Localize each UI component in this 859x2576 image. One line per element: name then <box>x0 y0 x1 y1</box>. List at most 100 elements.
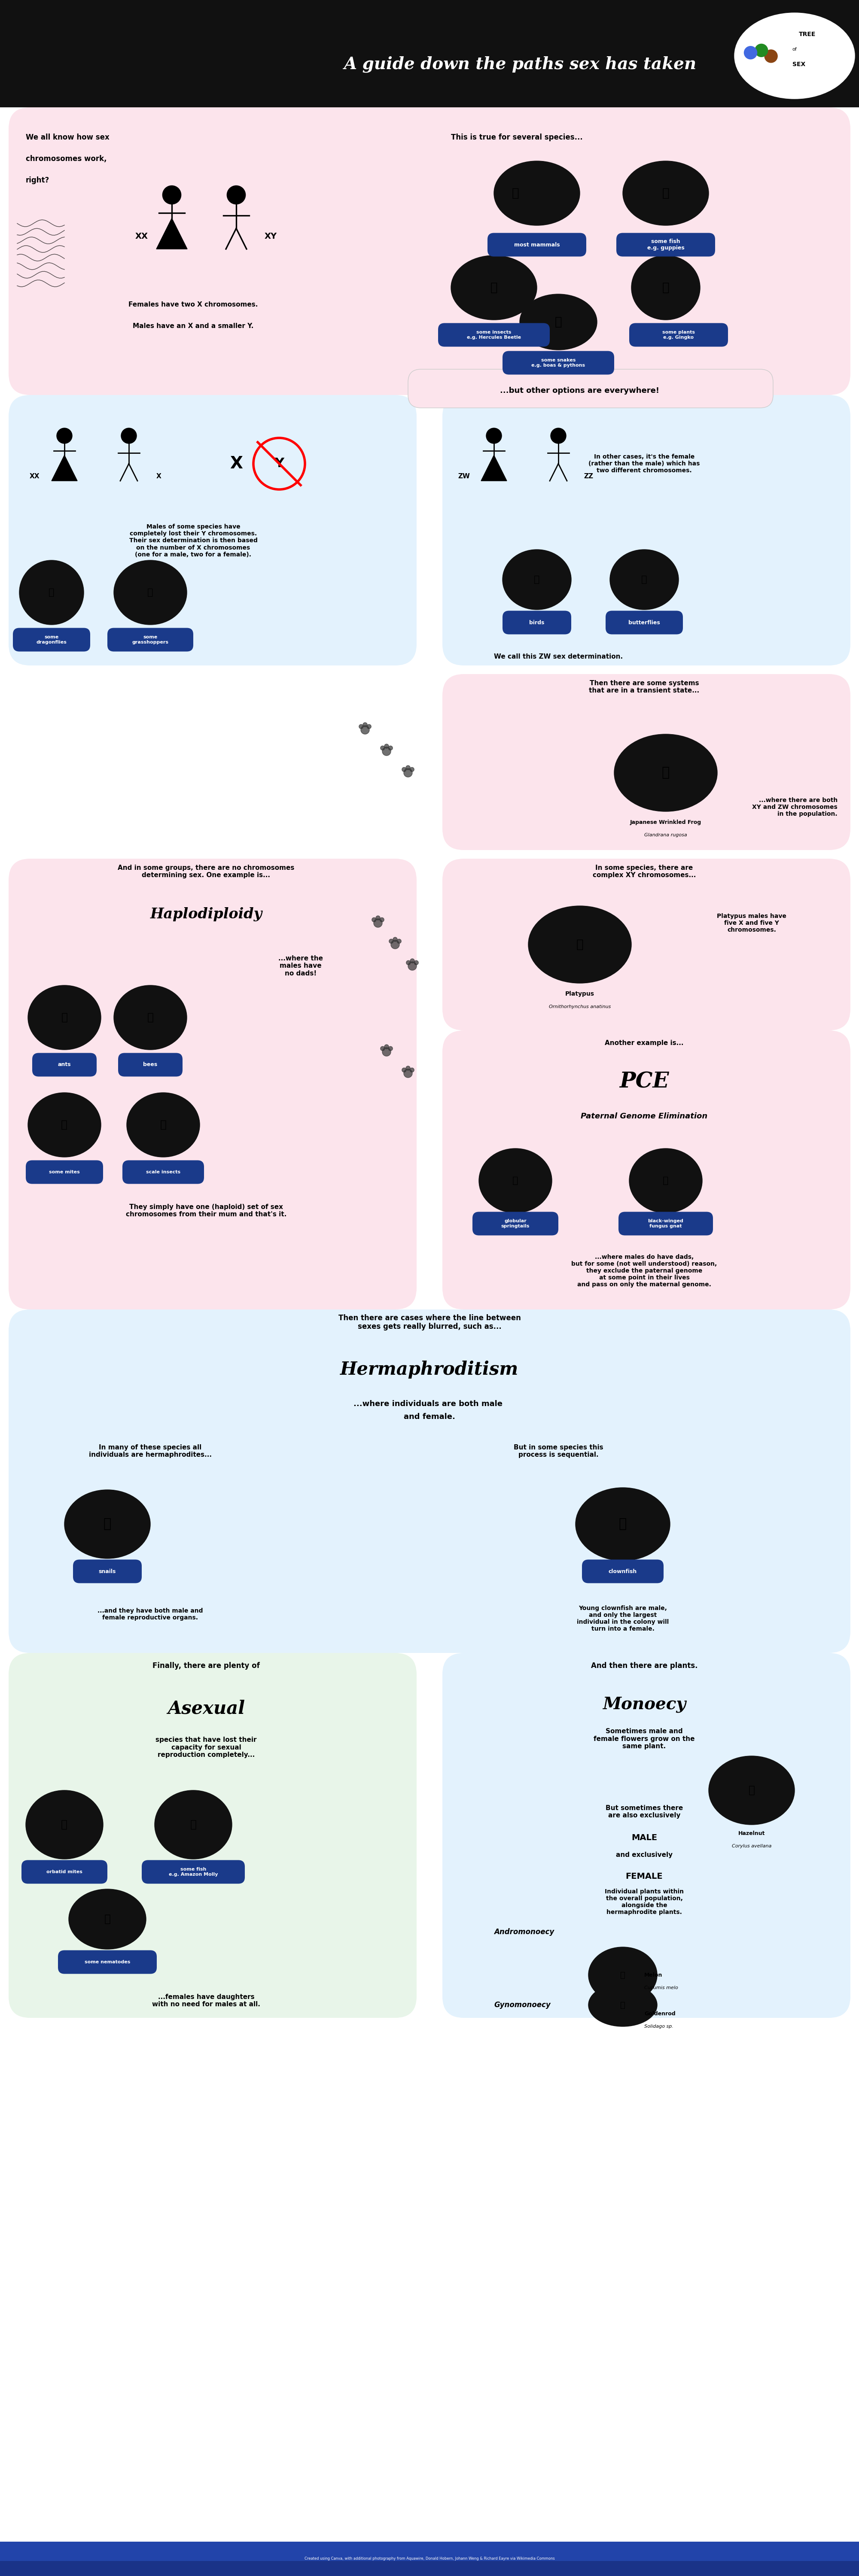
Text: 🍈: 🍈 <box>620 1971 625 1978</box>
Ellipse shape <box>614 734 717 811</box>
Text: ants: ants <box>58 1061 71 1066</box>
FancyBboxPatch shape <box>442 1030 850 1309</box>
Text: of: of <box>792 46 797 52</box>
Text: In many of these species all
individuals are hermaphrodites...: In many of these species all individuals… <box>89 1445 211 1458</box>
FancyBboxPatch shape <box>9 858 417 1309</box>
Text: 🕷️: 🕷️ <box>61 1819 68 1829</box>
Circle shape <box>391 940 399 948</box>
Text: 🌼: 🌼 <box>620 2002 625 2009</box>
Circle shape <box>372 917 376 922</box>
Ellipse shape <box>503 549 571 611</box>
FancyBboxPatch shape <box>122 1159 204 1185</box>
Text: Haplodiploidy: Haplodiploidy <box>150 907 262 922</box>
FancyBboxPatch shape <box>58 1950 156 1973</box>
Text: scale insects: scale insects <box>146 1170 180 1175</box>
Circle shape <box>381 747 385 750</box>
Text: A guide down the paths sex has taken: A guide down the paths sex has taken <box>344 57 697 72</box>
Text: Platypus males have
five X and five Y
chromosomes.: Platypus males have five X and five Y ch… <box>717 912 786 933</box>
Text: Males have an X and a smaller Y.: Males have an X and a smaller Y. <box>133 322 253 330</box>
Ellipse shape <box>588 1947 657 2004</box>
Circle shape <box>385 744 389 750</box>
Text: Y: Y <box>275 459 283 469</box>
Text: 🐝: 🐝 <box>147 1012 154 1023</box>
Text: ...females have daughters
with no need for males at all.: ...females have daughters with no need f… <box>152 1994 260 2007</box>
Text: butterflies: butterflies <box>629 621 660 626</box>
Text: 🦟: 🦟 <box>148 587 153 598</box>
Text: some fish
e.g. guppies: some fish e.g. guppies <box>647 240 685 250</box>
Text: Asexual: Asexual <box>168 1700 245 1718</box>
Circle shape <box>410 1069 414 1072</box>
Circle shape <box>402 768 406 773</box>
Circle shape <box>381 1046 385 1051</box>
Circle shape <box>408 961 417 971</box>
Text: 🐸: 🐸 <box>661 768 670 778</box>
Text: Melon: Melon <box>644 1973 662 1978</box>
Text: some
grasshoppers: some grasshoppers <box>132 636 168 644</box>
Circle shape <box>162 185 181 204</box>
Text: Individual plants within
the overall population,
alongside the
hermaphrodite pla: Individual plants within the overall pop… <box>605 1888 684 1917</box>
Text: 🐟: 🐟 <box>190 1819 197 1829</box>
FancyBboxPatch shape <box>472 1211 558 1236</box>
Text: some mites: some mites <box>49 1170 80 1175</box>
FancyBboxPatch shape <box>442 1654 850 2017</box>
Text: X: X <box>230 456 243 471</box>
Text: Created using Canva, with additional photography from Aquawire, Donald Hobern, J: Created using Canva, with additional pho… <box>304 2558 555 2561</box>
Text: And then there are plants.: And then there are plants. <box>591 1662 698 1669</box>
Ellipse shape <box>113 987 187 1051</box>
Text: Monoecy: Monoecy <box>603 1698 685 1713</box>
Ellipse shape <box>734 13 855 98</box>
Text: some plants
e.g. Gingko: some plants e.g. Gingko <box>662 330 695 340</box>
Text: Gynomonoecy: Gynomonoecy <box>494 2002 551 2009</box>
Text: Cucumis melo: Cucumis melo <box>644 1986 678 1989</box>
Text: 🪱: 🪱 <box>104 1914 111 1924</box>
Ellipse shape <box>127 1092 199 1157</box>
Circle shape <box>406 1066 411 1072</box>
Text: 🦗: 🦗 <box>49 587 54 598</box>
Circle shape <box>374 920 382 927</box>
Text: 🦟: 🦟 <box>663 1177 668 1185</box>
Text: XX: XX <box>29 474 40 479</box>
FancyBboxPatch shape <box>21 1860 107 1883</box>
Text: ...but other options are everywhere!: ...but other options are everywhere! <box>500 386 660 394</box>
Text: Ornithorhynchus anatinus: Ornithorhynchus anatinus <box>549 1005 611 1010</box>
FancyBboxPatch shape <box>617 232 715 258</box>
Ellipse shape <box>479 1149 551 1213</box>
Text: Corylus avellana: Corylus avellana <box>732 1844 771 1850</box>
Ellipse shape <box>113 562 187 626</box>
Text: 🐦: 🐦 <box>534 574 539 585</box>
Ellipse shape <box>26 1790 103 1860</box>
Text: ...where there are both
XY and ZW chromosomes
in the population.: ...where there are both XY and ZW chromo… <box>752 796 838 817</box>
Circle shape <box>388 1046 393 1051</box>
FancyBboxPatch shape <box>119 1054 182 1077</box>
Text: most mammals: most mammals <box>514 242 560 247</box>
Ellipse shape <box>520 294 597 350</box>
Circle shape <box>389 940 393 943</box>
FancyBboxPatch shape <box>9 394 417 665</box>
Text: some fish
e.g. Amazon Molly: some fish e.g. Amazon Molly <box>168 1868 218 1875</box>
Circle shape <box>367 724 371 729</box>
FancyBboxPatch shape <box>9 1309 850 1654</box>
Text: right?: right? <box>26 175 50 185</box>
Text: Males of some species have
completely lost their Y chromosomes.
Their sex determ: Males of some species have completely lo… <box>129 523 258 556</box>
FancyBboxPatch shape <box>442 675 850 850</box>
Text: Japanese Wrinkled Frog: Japanese Wrinkled Frog <box>630 819 702 824</box>
FancyBboxPatch shape <box>9 108 850 394</box>
Text: Finally, there are plenty of: Finally, there are plenty of <box>153 1662 259 1669</box>
Text: X: X <box>156 474 161 479</box>
Circle shape <box>227 185 246 204</box>
Text: black-winged
fungus gnat: black-winged fungus gnat <box>648 1218 684 1229</box>
Circle shape <box>406 765 411 770</box>
Text: some nematodes: some nematodes <box>84 1960 131 1963</box>
Text: bees: bees <box>143 1061 157 1066</box>
Text: 🦗: 🦗 <box>490 281 497 294</box>
Circle shape <box>376 917 381 920</box>
Text: chromosomes work,: chromosomes work, <box>26 155 107 162</box>
Text: But sometimes there
are also exclusively: But sometimes there are also exclusively <box>606 1806 683 1819</box>
FancyBboxPatch shape <box>408 368 773 407</box>
FancyBboxPatch shape <box>13 629 90 652</box>
Ellipse shape <box>19 562 84 626</box>
Text: clownfish: clownfish <box>608 1569 637 1574</box>
Text: Hermaphroditism: Hermaphroditism <box>340 1360 519 1378</box>
FancyBboxPatch shape <box>9 1654 417 2017</box>
Text: This is true for several species...: This is true for several species... <box>451 134 582 142</box>
